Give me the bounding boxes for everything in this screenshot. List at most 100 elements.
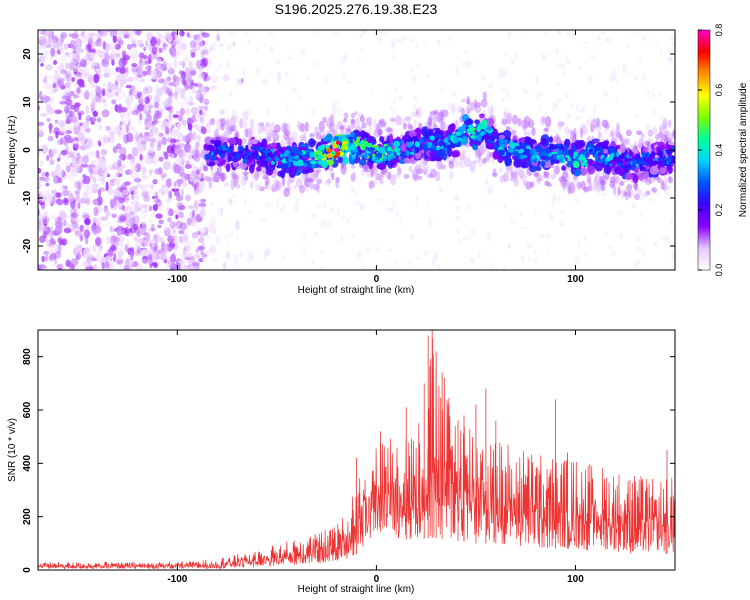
noise-blob [146,256,154,265]
noise-blob [214,68,220,73]
noise-blob [180,215,189,225]
noise-blob [65,129,72,135]
noise-blob [104,134,108,144]
noise-blob [193,153,201,163]
signal-blob [297,146,307,151]
noise-blob [159,257,166,261]
noise-blob [401,35,407,42]
noise-blob [168,208,174,217]
noise-blob [231,108,236,118]
signal-blob [414,146,420,154]
noise-blob [64,85,72,96]
noise-blob [110,200,119,207]
signal-blob [602,148,609,154]
noise-blob [175,157,184,165]
noise-blob [130,47,136,53]
noise-blob [639,55,642,63]
signal-blob [354,111,358,116]
signal-blob [270,142,277,149]
colorbar-tick-label: 0.4 [714,144,724,157]
noise-blob [153,128,159,135]
noise-blob [188,146,196,157]
noise-blob [70,149,77,158]
noise-blob [115,237,120,248]
signal-blob [646,157,653,165]
noise-blob [386,248,393,253]
noise-blob [415,42,419,49]
noise-blob [563,70,567,77]
noise-blob [200,51,205,59]
noise-blob [498,67,503,75]
noise-blob [119,111,125,120]
noise-blob [97,88,104,96]
noise-blob [210,85,217,91]
noise-blob [195,59,203,65]
noise-blob [188,67,197,76]
noise-blob [297,92,301,100]
noise-blob [141,62,145,66]
noise-blob [42,176,50,183]
noise-blob [125,132,134,143]
noise-blob [507,243,511,251]
signal-blob [400,140,405,144]
noise-blob [201,253,208,258]
y-tick-label: -10 [22,190,33,205]
noise-blob [83,72,89,79]
noise-blob [148,168,153,177]
colorbar: 0.00.20.40.60.8 Normalized spectral ampl… [697,24,749,276]
signal-blob [636,130,643,136]
signal-blob [269,122,277,132]
noise-blob [71,217,77,225]
signal-blob [564,138,571,148]
noise-blob [302,234,306,244]
noise-blob [575,104,579,112]
signal-blob [517,117,522,127]
noise-blob [124,244,129,252]
noise-blob [524,30,528,34]
noise-blob [455,215,462,222]
noise-blob [596,192,600,197]
noise-blob [41,37,48,46]
signal-blob [297,121,302,131]
noise-blob [131,174,139,179]
signal-blob [231,151,238,157]
noise-blob [615,80,619,84]
signal-blob [326,159,335,166]
noise-blob [137,238,145,244]
noise-blob [48,75,55,80]
noise-blob [277,72,281,81]
noise-blob [191,84,196,94]
noise-blob [207,223,216,234]
signal-blob [316,182,320,194]
noise-blob [501,86,507,91]
noise-blob [116,219,122,224]
noise-blob [534,258,538,265]
noise-blob [350,186,356,194]
noise-blob [170,232,176,240]
noise-blob [50,212,54,220]
noise-blob [122,189,129,196]
signal-blob [573,168,582,177]
noise-blob [574,256,581,265]
noise-blob [88,81,94,90]
noise-blob [190,70,197,76]
signal-blob [356,136,360,143]
signal-blob [647,129,654,137]
signal-blob [573,136,577,142]
noise-blob [196,65,204,70]
noise-blob [102,41,106,50]
signal-blob [665,159,670,166]
noise-blob [142,87,149,95]
noise-blob [217,207,222,213]
noise-blob [64,82,71,89]
noise-blob [184,143,192,153]
noise-blob [469,256,475,264]
noise-blob [478,251,481,260]
noise-blob [72,67,78,75]
signal-blob [339,125,345,131]
noise-blob [319,265,325,270]
signal-blob [557,121,563,131]
noise-blob [101,161,106,172]
signal-blob [227,155,232,162]
signal-blob [458,158,466,169]
